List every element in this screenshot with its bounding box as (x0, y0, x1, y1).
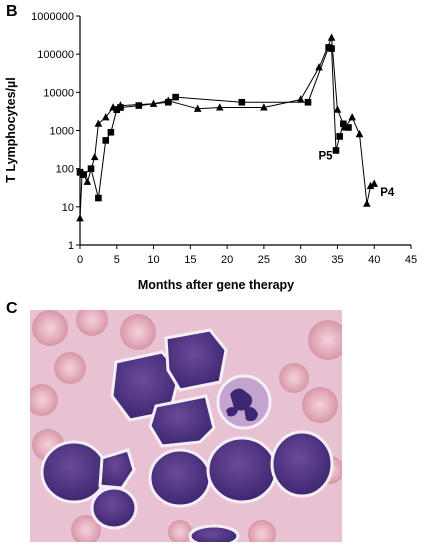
data-point-p4 (363, 199, 371, 207)
data-point-p5 (95, 194, 102, 202)
data-point-p5 (113, 106, 121, 114)
series-line-p5 (79, 46, 349, 199)
y-tick-label: 100000 (37, 49, 74, 61)
y-tick-label: 1000 (50, 126, 74, 138)
series-label-p4: P4 (380, 187, 395, 199)
x-tick-label: 45 (405, 254, 417, 266)
data-point-p4 (366, 181, 375, 190)
data-point-p4 (327, 33, 336, 41)
y-tick-label: 10000 (43, 87, 74, 99)
data-point-p5 (345, 124, 352, 131)
panel-c-label: C (6, 300, 18, 317)
data-point-p4 (149, 99, 158, 107)
data-point-p4 (370, 179, 379, 187)
y-axis-title: T Lymphocytes/µl (4, 77, 18, 182)
data-point-p5 (107, 128, 115, 136)
data-point-p4 (78, 168, 87, 176)
y-tick-label: 100 (56, 164, 74, 176)
x-tick-label: 25 (258, 254, 270, 266)
x-axis-title: Months after gene therapy (138, 278, 294, 292)
data-point-p4 (193, 104, 202, 112)
data-point-p5 (336, 133, 343, 140)
data-point-p4 (355, 129, 364, 138)
x-tick-label: 30 (295, 254, 307, 266)
blood-smear-micrograph (30, 310, 342, 542)
data-point-p5 (172, 93, 179, 101)
data-point-p5 (102, 137, 110, 144)
data-point-p4 (341, 123, 349, 131)
x-tick-label: 20 (221, 254, 233, 266)
x-tick-label: 40 (368, 254, 380, 266)
x-tick-label: 10 (147, 254, 159, 266)
lymphocyte-chart: B 0 5 10 15 20 25 30 35 40 45 1 10 100 1000 10000 10000… (4, 3, 417, 292)
y-tick-label: 1000000 (31, 11, 74, 23)
series-label-p5: P5 (318, 150, 333, 162)
data-point-p4 (315, 63, 323, 71)
data-point-p4 (90, 152, 99, 161)
data-point-p4 (260, 103, 268, 111)
data-point-p4 (333, 105, 342, 113)
data-point-p4 (164, 96, 173, 104)
series-line-p4 (79, 37, 375, 219)
data-point-p5 (332, 147, 340, 154)
x-tick-label: 35 (331, 254, 343, 266)
data-point-p4 (296, 95, 305, 103)
data-point-p4 (109, 103, 117, 111)
x-tick-label: 0 (77, 254, 83, 266)
panel-b-label: B (6, 3, 18, 20)
data-point-p4 (215, 103, 224, 111)
data-point-p4 (101, 113, 110, 121)
data-point-p4 (83, 177, 92, 185)
data-point-p5 (238, 98, 246, 106)
data-point-p5 (304, 98, 312, 106)
y-tick-label: 10 (62, 202, 74, 214)
data-point-p4 (94, 119, 103, 127)
data-point-p4 (116, 101, 125, 109)
data-point-p5 (328, 45, 335, 52)
plot-area: 0 5 10 15 20 25 30 35 40 45 1 10 100 1000 10000 100000 1… (31, 11, 417, 266)
data-point-p4 (348, 113, 356, 121)
x-tick-label: 5 (114, 254, 120, 266)
data-point-p4 (76, 214, 84, 222)
y-tick-label: 1 (68, 240, 74, 252)
x-tick-label: 15 (184, 254, 196, 266)
lymphocyte-cells (40, 328, 334, 542)
red-blood-cells (30, 310, 342, 542)
data-point-p5 (135, 102, 143, 109)
